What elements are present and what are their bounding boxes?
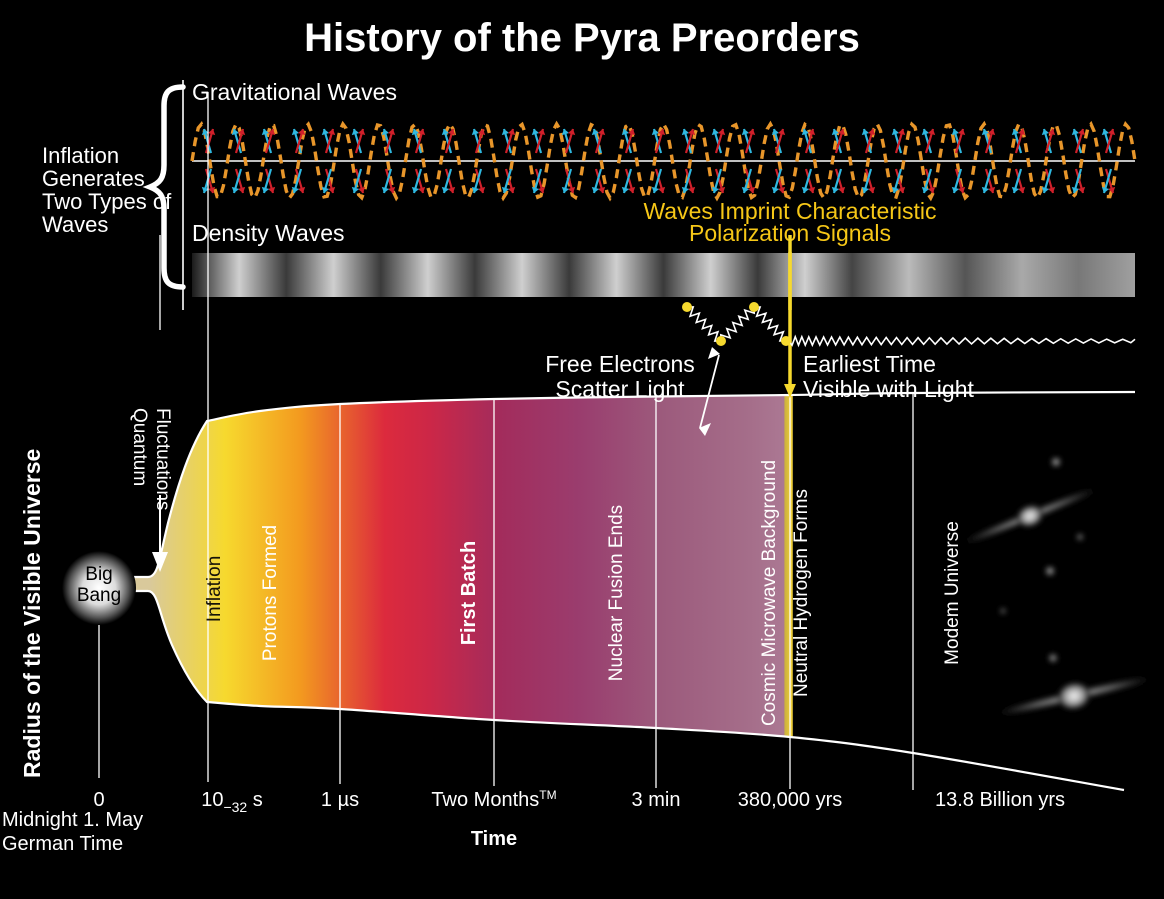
svg-text:Nuclear Fusion Ends: Nuclear Fusion Ends <box>606 505 627 681</box>
svg-text:Free Electrons: Free Electrons <box>545 351 695 377</box>
svg-text:Radius of the Visible Universe: Radius of the Visible Universe <box>19 449 45 778</box>
svg-text:First Batch: First Batch <box>458 541 480 645</box>
svg-text:Midnight 1. May: Midnight 1. May <box>2 809 143 831</box>
svg-text:Fluctuations: Fluctuations <box>152 408 173 510</box>
svg-text:13.8 Billion yrs: 13.8 Billion yrs <box>935 789 1065 811</box>
svg-text:Bang: Bang <box>77 585 121 606</box>
svg-text:10−32 s: 10−32 s <box>201 789 263 815</box>
svg-text:Scatter Light: Scatter Light <box>555 376 685 402</box>
svg-text:Protons Formed: Protons Formed <box>260 525 281 661</box>
svg-text:380,000 yrs: 380,000 yrs <box>738 789 843 811</box>
svg-text:Modem Universe: Modem Universe <box>942 521 963 665</box>
svg-text:Quantum: Quantum <box>129 408 150 486</box>
svg-text:Neutral Hydrogen Forms: Neutral Hydrogen Forms <box>791 489 812 697</box>
svg-text:Two MonthsTM: Two MonthsTM <box>431 788 556 811</box>
svg-text:1 µs: 1 µs <box>321 789 359 811</box>
svg-text:Time: Time <box>471 828 517 850</box>
svg-text:Visible with Light: Visible with Light <box>803 376 975 402</box>
svg-text:German Time: German Time <box>2 833 123 855</box>
svg-text:3 min: 3 min <box>632 789 681 811</box>
svg-text:Earliest Time: Earliest Time <box>803 351 936 377</box>
svg-text:0: 0 <box>93 789 104 811</box>
svg-text:Inflation: Inflation <box>204 556 225 623</box>
svg-text:Big: Big <box>85 564 112 585</box>
svg-text:Cosmic Microwave Background: Cosmic Microwave Background <box>759 460 780 726</box>
